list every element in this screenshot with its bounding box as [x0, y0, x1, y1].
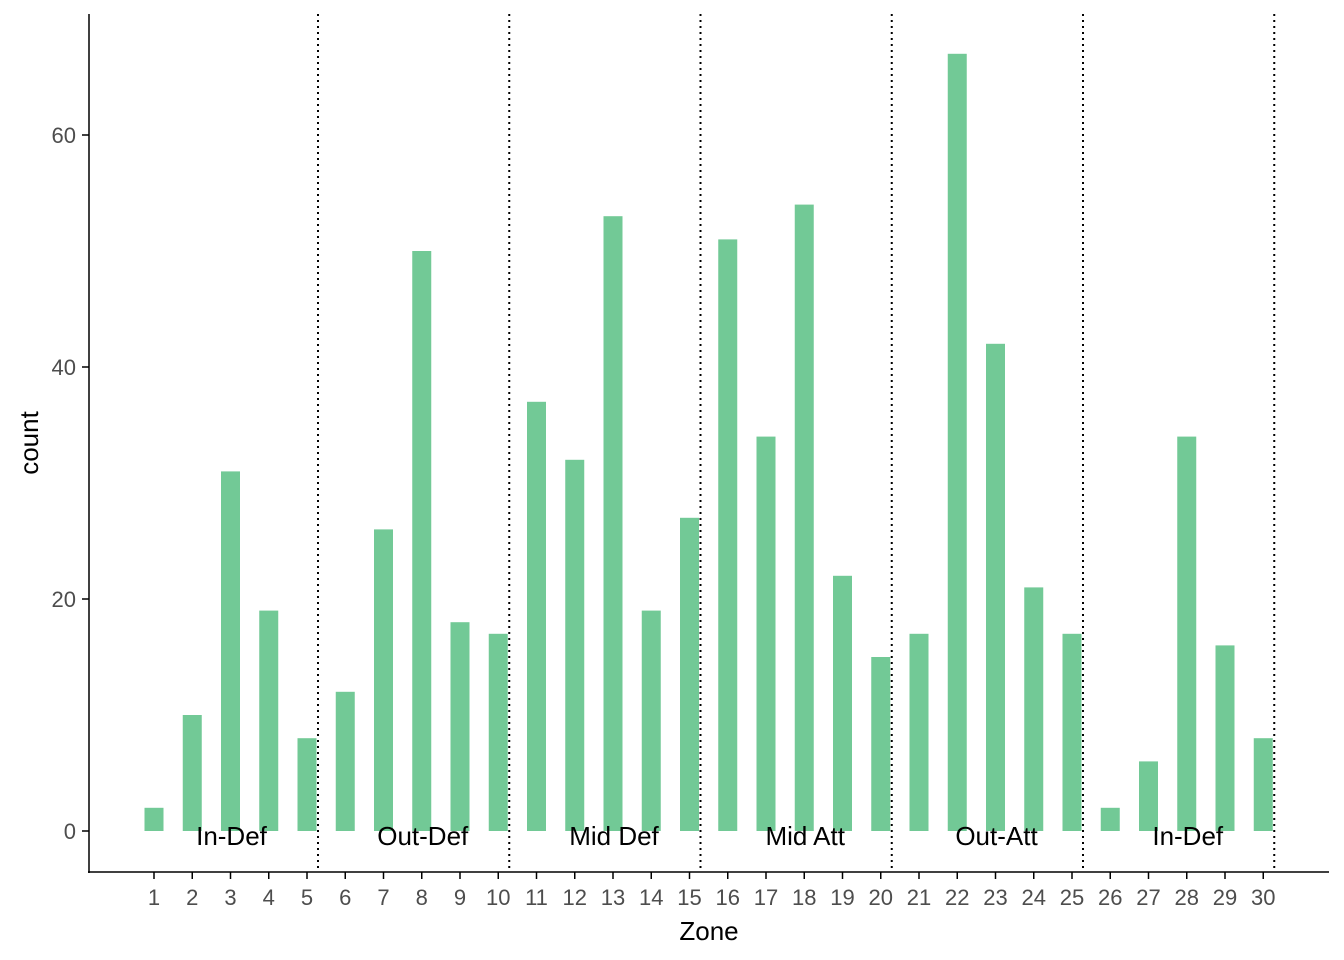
bar-zone-23: [986, 343, 1005, 831]
zone-group-label: Mid Att: [766, 821, 846, 851]
x-tick-label: 5: [301, 885, 313, 910]
bar-zone-6: [335, 691, 355, 831]
bar-zone-2: [182, 715, 202, 831]
x-tick-label: 6: [339, 885, 351, 910]
bar-zone-17: [756, 436, 776, 831]
bar-zone-4: [259, 610, 279, 831]
bar-zone-21: [909, 633, 929, 831]
x-tick-label: 1: [148, 885, 160, 910]
bar-zone-22: [947, 53, 967, 832]
x-tick-label: 20: [869, 885, 893, 910]
x-axis-ticks: 1 2 3 4 5 6 7 8 9 10 11 12 13 14 15 16 17 18 19 20 21 22 23 24 2…: [148, 872, 1275, 910]
bar-zone-20: [871, 657, 891, 831]
x-tick-label: 12: [563, 885, 587, 910]
x-tick-label: 27: [1136, 885, 1160, 910]
bar-zone-29: [1215, 645, 1235, 831]
bar-zone-16: [718, 239, 738, 831]
x-tick-label: 11: [525, 885, 548, 910]
bar-zone-5: [297, 738, 317, 831]
x-tick-label: 21: [907, 885, 931, 910]
x-tick-label: 2: [186, 885, 198, 910]
bar-zone-14: [641, 610, 661, 831]
bar-zone-10: [488, 633, 508, 831]
bar-zone-27: [1139, 761, 1158, 831]
y-axis-ticks: 0 20 40 60: [52, 123, 89, 844]
bar-zone-24: [1024, 587, 1044, 831]
bar-zone-9: [450, 622, 470, 831]
y-axis-title: count: [14, 410, 44, 474]
y-tick-label: 20: [52, 587, 76, 612]
y-tick-label: 0: [64, 819, 76, 844]
bar-zone-28: [1177, 436, 1197, 831]
zone-group-label: In-Def: [1152, 821, 1224, 851]
x-tick-label: 17: [754, 885, 778, 910]
x-tick-label: 16: [716, 885, 740, 910]
bar-zone-18: [794, 204, 814, 832]
bar-zone-1: [144, 807, 164, 831]
zone-separators: [317, 14, 1276, 872]
bar-zone-26: [1100, 807, 1120, 831]
bar-zone-13: [603, 216, 623, 831]
zone-group-label: In-Def: [196, 821, 268, 851]
x-tick-label: 25: [1060, 885, 1084, 910]
zone-group-label: Out-Def: [377, 821, 469, 851]
x-tick-label: 18: [792, 885, 816, 910]
x-tick-label: 19: [830, 885, 854, 910]
x-tick-label: 30: [1251, 885, 1275, 910]
x-axis-title: Zone: [679, 916, 738, 946]
bar-zone-11: [527, 401, 546, 831]
x-tick-label: 4: [263, 885, 275, 910]
bar-zone-8: [412, 251, 432, 831]
x-tick-label: 7: [377, 885, 389, 910]
bar-zone-19: [833, 575, 852, 831]
zone-group-label: Mid Def: [569, 821, 659, 851]
x-tick-label: 22: [945, 885, 969, 910]
zone-group-labels: In-Def Out-Def Mid Def Mid Att Out-Att In-Def: [196, 821, 1224, 851]
x-tick-label: 26: [1098, 885, 1122, 910]
bar-zone-3: [221, 471, 240, 831]
x-tick-label: 15: [677, 885, 701, 910]
x-tick-label: 8: [416, 885, 428, 910]
bar-zone-15: [680, 517, 699, 831]
x-tick-label: 24: [1022, 885, 1046, 910]
x-tick-label: 9: [454, 885, 466, 910]
x-tick-label: 28: [1175, 885, 1199, 910]
x-tick-label: 14: [639, 885, 663, 910]
bar-zone-25: [1062, 633, 1082, 831]
x-tick-label: 23: [983, 885, 1007, 910]
y-tick-label: 40: [52, 355, 76, 380]
bar-zone-7: [374, 529, 393, 831]
x-tick-label: 13: [601, 885, 625, 910]
bar-zone-12: [565, 459, 585, 831]
x-tick-label: 29: [1213, 885, 1237, 910]
x-tick-label: 3: [224, 885, 236, 910]
x-tick-label: 10: [486, 885, 510, 910]
bar-zone-30: [1253, 738, 1273, 831]
y-tick-label: 60: [52, 123, 76, 148]
bars-group: [144, 53, 1273, 832]
zone-group-label: Out-Att: [955, 821, 1038, 851]
